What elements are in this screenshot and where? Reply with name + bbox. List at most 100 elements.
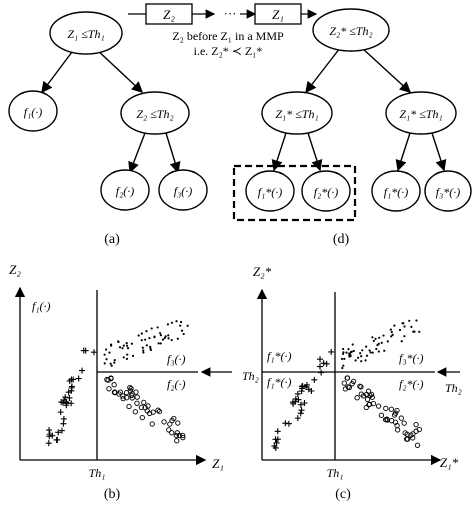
circle-marker [126,403,132,410]
tree-d-caption: (d) [333,232,350,247]
dot-marker [104,348,108,351]
dot-marker [377,350,380,353]
plus-marker [301,400,308,407]
dot-marker [163,336,166,340]
plus-marker [55,429,62,436]
circle-marker [378,412,385,418]
dot-marker [365,354,369,357]
dot-marker [398,328,402,332]
plus-marker [295,396,302,403]
dot-marker [131,354,135,357]
dot-marker [347,348,350,351]
plus-marker [285,420,292,427]
circle-marker [166,427,172,433]
circle-marker [398,415,404,421]
plus-marker [292,395,299,402]
dot-marker [122,344,125,347]
dot-marker [418,330,421,333]
plus-marker [317,356,324,363]
plot-c-y-label: Z₂* [253,264,272,279]
dot-marker [110,344,113,347]
plus-marker [63,399,70,406]
plus-marker [65,389,72,396]
dot-marker [361,349,364,352]
plus-marker [68,400,75,407]
circle-marker [350,378,357,385]
circle-marker [128,385,134,392]
circle-marker [383,405,389,411]
dot-marker [158,332,162,335]
dot-marker [110,364,113,367]
circle-marker [401,420,407,426]
dot-marker [122,356,125,359]
dot-marker [342,351,345,354]
plus-marker [328,348,335,355]
dot-marker [348,355,351,358]
plot-b: Z₂ Z₁ Th₁ Th₂ f₁(·) f₃(·) f₂(·) (b) [9,262,259,502]
dot-marker [377,342,380,345]
dot-marker [140,339,143,342]
circle-marker [161,419,167,425]
tree-d: Z₂* ≤Th₂ Z₁* ≤Th₁ Z₁* ≤Th₁ f₁*(·) f₂*(·)… [232,8,472,247]
dot-marker [342,347,345,351]
plus-marker [308,387,315,394]
tree-a-leaf-f2-label: f₂(·) [116,184,135,198]
circle-marker [156,408,163,415]
dot-marker [393,324,396,327]
dot-marker [179,324,182,327]
header-caption-1: Z₂ before Z₁ in a MMP [172,29,284,43]
circle-marker [404,436,411,442]
dot-marker [368,349,371,352]
circle-marker [173,432,180,439]
tree-d-root-label: Z₂* ≤Th₂ [329,24,372,38]
dot-marker [382,334,385,337]
tree-a-leaf-f2 [100,169,150,211]
circle-marker [134,394,140,400]
plot-b-th2-label: Th₂ [242,369,259,383]
dot-marker [153,336,156,339]
circle-marker [139,414,145,421]
dot-marker [340,357,344,361]
dot-marker [157,342,160,345]
plus-marker [58,427,65,434]
circle-marker [414,442,421,448]
dot-marker [108,351,111,354]
dot-marker [186,324,189,327]
tree-d-leaf-f2s [301,170,351,212]
circle-marker [171,415,177,422]
circle-marker [363,404,369,411]
tree-d-left-node-label: Z₁* ≤Th₁ [275,107,318,121]
dot-marker [386,340,389,343]
dot-marker [354,359,357,362]
circle-marker [354,395,360,401]
dot-marker [117,340,120,343]
dot-marker [378,336,381,339]
plus-marker [60,420,67,427]
plot-b-f2-label: f₂(·) [167,377,186,391]
circle-marker [128,392,135,399]
circle-marker [364,396,371,403]
circle-marker [365,388,372,394]
dot-marker [167,337,170,340]
circle-marker [124,395,130,401]
dot-marker [343,357,346,360]
circle-marker [169,430,175,436]
circle-marker [394,427,401,433]
dot-marker [182,332,185,336]
tree-d-leaf-f2s-label: f₂*(·) [314,185,339,199]
dot-marker [148,337,151,340]
circle-marker [144,408,150,414]
plus-marker [297,401,304,408]
circle-marker [134,400,140,406]
tree-a-root-node [49,11,123,55]
plot-b-caption: (b) [104,487,121,502]
dot-marker [109,362,112,365]
plus-marker [271,443,278,450]
plus-marker [46,427,53,434]
plot-c-scatter [271,319,422,451]
circle-marker [358,391,364,397]
plot-c-f1a-label: f₁*(·) [267,349,292,363]
plus-marker [54,436,61,443]
dot-marker [349,351,353,354]
circle-marker [108,375,114,382]
